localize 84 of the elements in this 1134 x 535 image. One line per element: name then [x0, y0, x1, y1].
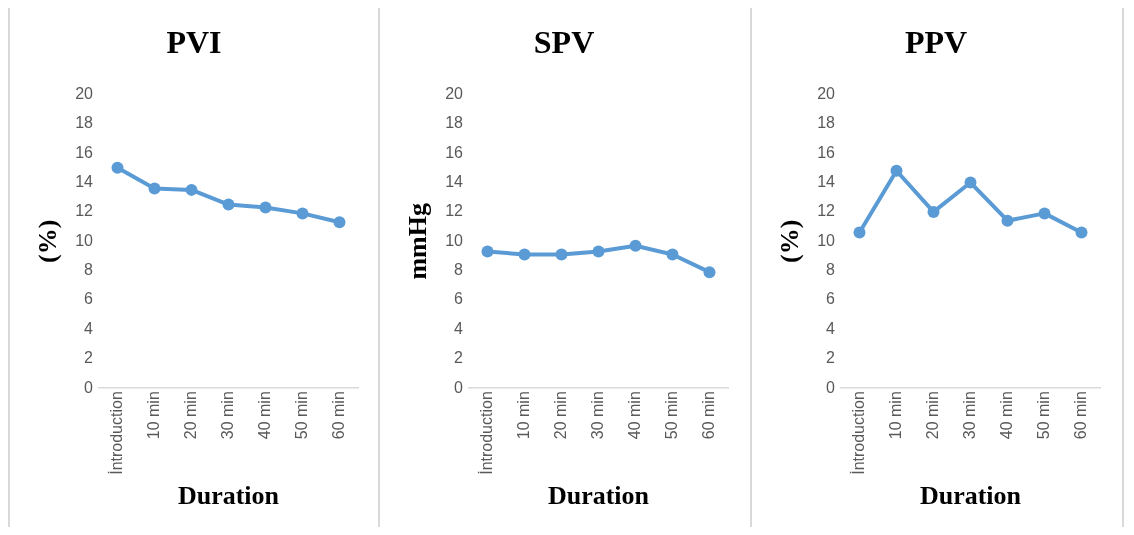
- x-tick-label: 30 min: [588, 391, 606, 440]
- y-tick-label: 20: [75, 84, 94, 102]
- y-tick-label: 12: [445, 202, 464, 220]
- x-tick-label: 40 min: [997, 391, 1015, 440]
- y-axis-title: (%): [33, 219, 63, 263]
- y-tick-label: 20: [817, 84, 836, 102]
- y-tick-label: 8: [84, 261, 94, 279]
- point: [222, 198, 235, 211]
- y-tick-label: 10: [817, 231, 836, 249]
- y-tick-label: 4: [826, 319, 836, 337]
- point: [1075, 226, 1088, 239]
- point: [185, 183, 198, 196]
- x-axis-title: Duration: [547, 481, 650, 511]
- point: [1038, 207, 1051, 220]
- x-tick-label: 20 min: [181, 391, 199, 440]
- x-tick-label: İntroduction: [106, 391, 125, 475]
- x-axis-title: Duration: [919, 481, 1022, 511]
- y-tick-label: 14: [75, 172, 94, 190]
- x-tick-label: 60 min: [329, 391, 347, 440]
- point: [927, 205, 940, 218]
- y-tick-label: 16: [817, 143, 836, 161]
- y-tick-label: 8: [454, 261, 464, 279]
- point: [1001, 214, 1014, 227]
- y-tick-label: 4: [84, 319, 94, 337]
- x-tick-label: 20 min: [923, 391, 941, 440]
- x-tick-label: 10 min: [144, 391, 162, 440]
- x-tick-label: İntroduction: [848, 391, 867, 475]
- y-axis-title: (%): [775, 219, 805, 263]
- x-tick-label: 30 min: [218, 391, 236, 440]
- y-tick-label: 0: [454, 378, 464, 396]
- x-tick-label: 30 min: [960, 391, 978, 440]
- y-tick-label: 12: [817, 202, 836, 220]
- y-tick-label: 12: [75, 202, 94, 220]
- y-tick-label: 6: [826, 290, 836, 308]
- y-tick-label: 6: [454, 290, 464, 308]
- x-tick-label: 20 min: [551, 391, 569, 440]
- point: [592, 245, 605, 258]
- y-axis-title: mmHg: [403, 203, 433, 280]
- x-tick-label: 50 min: [292, 391, 310, 440]
- y-tick-label: 18: [445, 114, 464, 132]
- point: [148, 182, 161, 195]
- y-tick-label: 2: [454, 349, 464, 367]
- point: [703, 266, 716, 279]
- y-tick-label: 0: [826, 378, 836, 396]
- point: [555, 248, 568, 261]
- point: [481, 245, 494, 258]
- chart-title: PVI: [166, 24, 222, 61]
- y-tick-label: 4: [454, 319, 464, 337]
- point: [111, 161, 124, 174]
- point: [964, 176, 977, 189]
- y-tick-label: 2: [84, 349, 94, 367]
- point: [890, 164, 903, 177]
- y-tick-label: 2: [826, 349, 836, 367]
- x-tick-label: 50 min: [662, 391, 680, 440]
- y-tick-label: 20: [445, 84, 464, 102]
- y-tick-label: 16: [75, 143, 94, 161]
- y-tick-label: 14: [817, 172, 836, 190]
- point: [666, 248, 679, 261]
- y-tick-label: 14: [445, 172, 464, 190]
- x-tick-label: 10 min: [514, 391, 532, 440]
- y-tick-label: 16: [445, 143, 464, 161]
- y-tick-label: 18: [75, 114, 94, 132]
- chart-title: PPV: [904, 24, 968, 61]
- point: [518, 248, 531, 261]
- y-tick-label: 10: [75, 231, 94, 249]
- x-tick-label: 40 min: [625, 391, 643, 440]
- y-tick-label: 10: [445, 231, 464, 249]
- point: [259, 201, 272, 214]
- x-axis-title: Duration: [177, 481, 280, 511]
- point: [853, 226, 866, 239]
- y-tick-label: 8: [826, 261, 836, 279]
- x-tick-label: 60 min: [1071, 391, 1089, 440]
- y-tick-label: 6: [84, 290, 94, 308]
- x-tick-label: 60 min: [699, 391, 717, 440]
- x-tick-label: 50 min: [1034, 391, 1052, 440]
- x-tick-label: 10 min: [886, 391, 904, 440]
- chart-title: SPV: [533, 24, 595, 61]
- x-tick-label: 40 min: [255, 391, 273, 440]
- y-tick-label: 0: [84, 378, 94, 396]
- x-tick-label: İntroduction: [476, 391, 495, 475]
- point: [333, 216, 346, 229]
- y-tick-label: 18: [817, 114, 836, 132]
- point: [296, 207, 309, 220]
- point: [629, 239, 642, 252]
